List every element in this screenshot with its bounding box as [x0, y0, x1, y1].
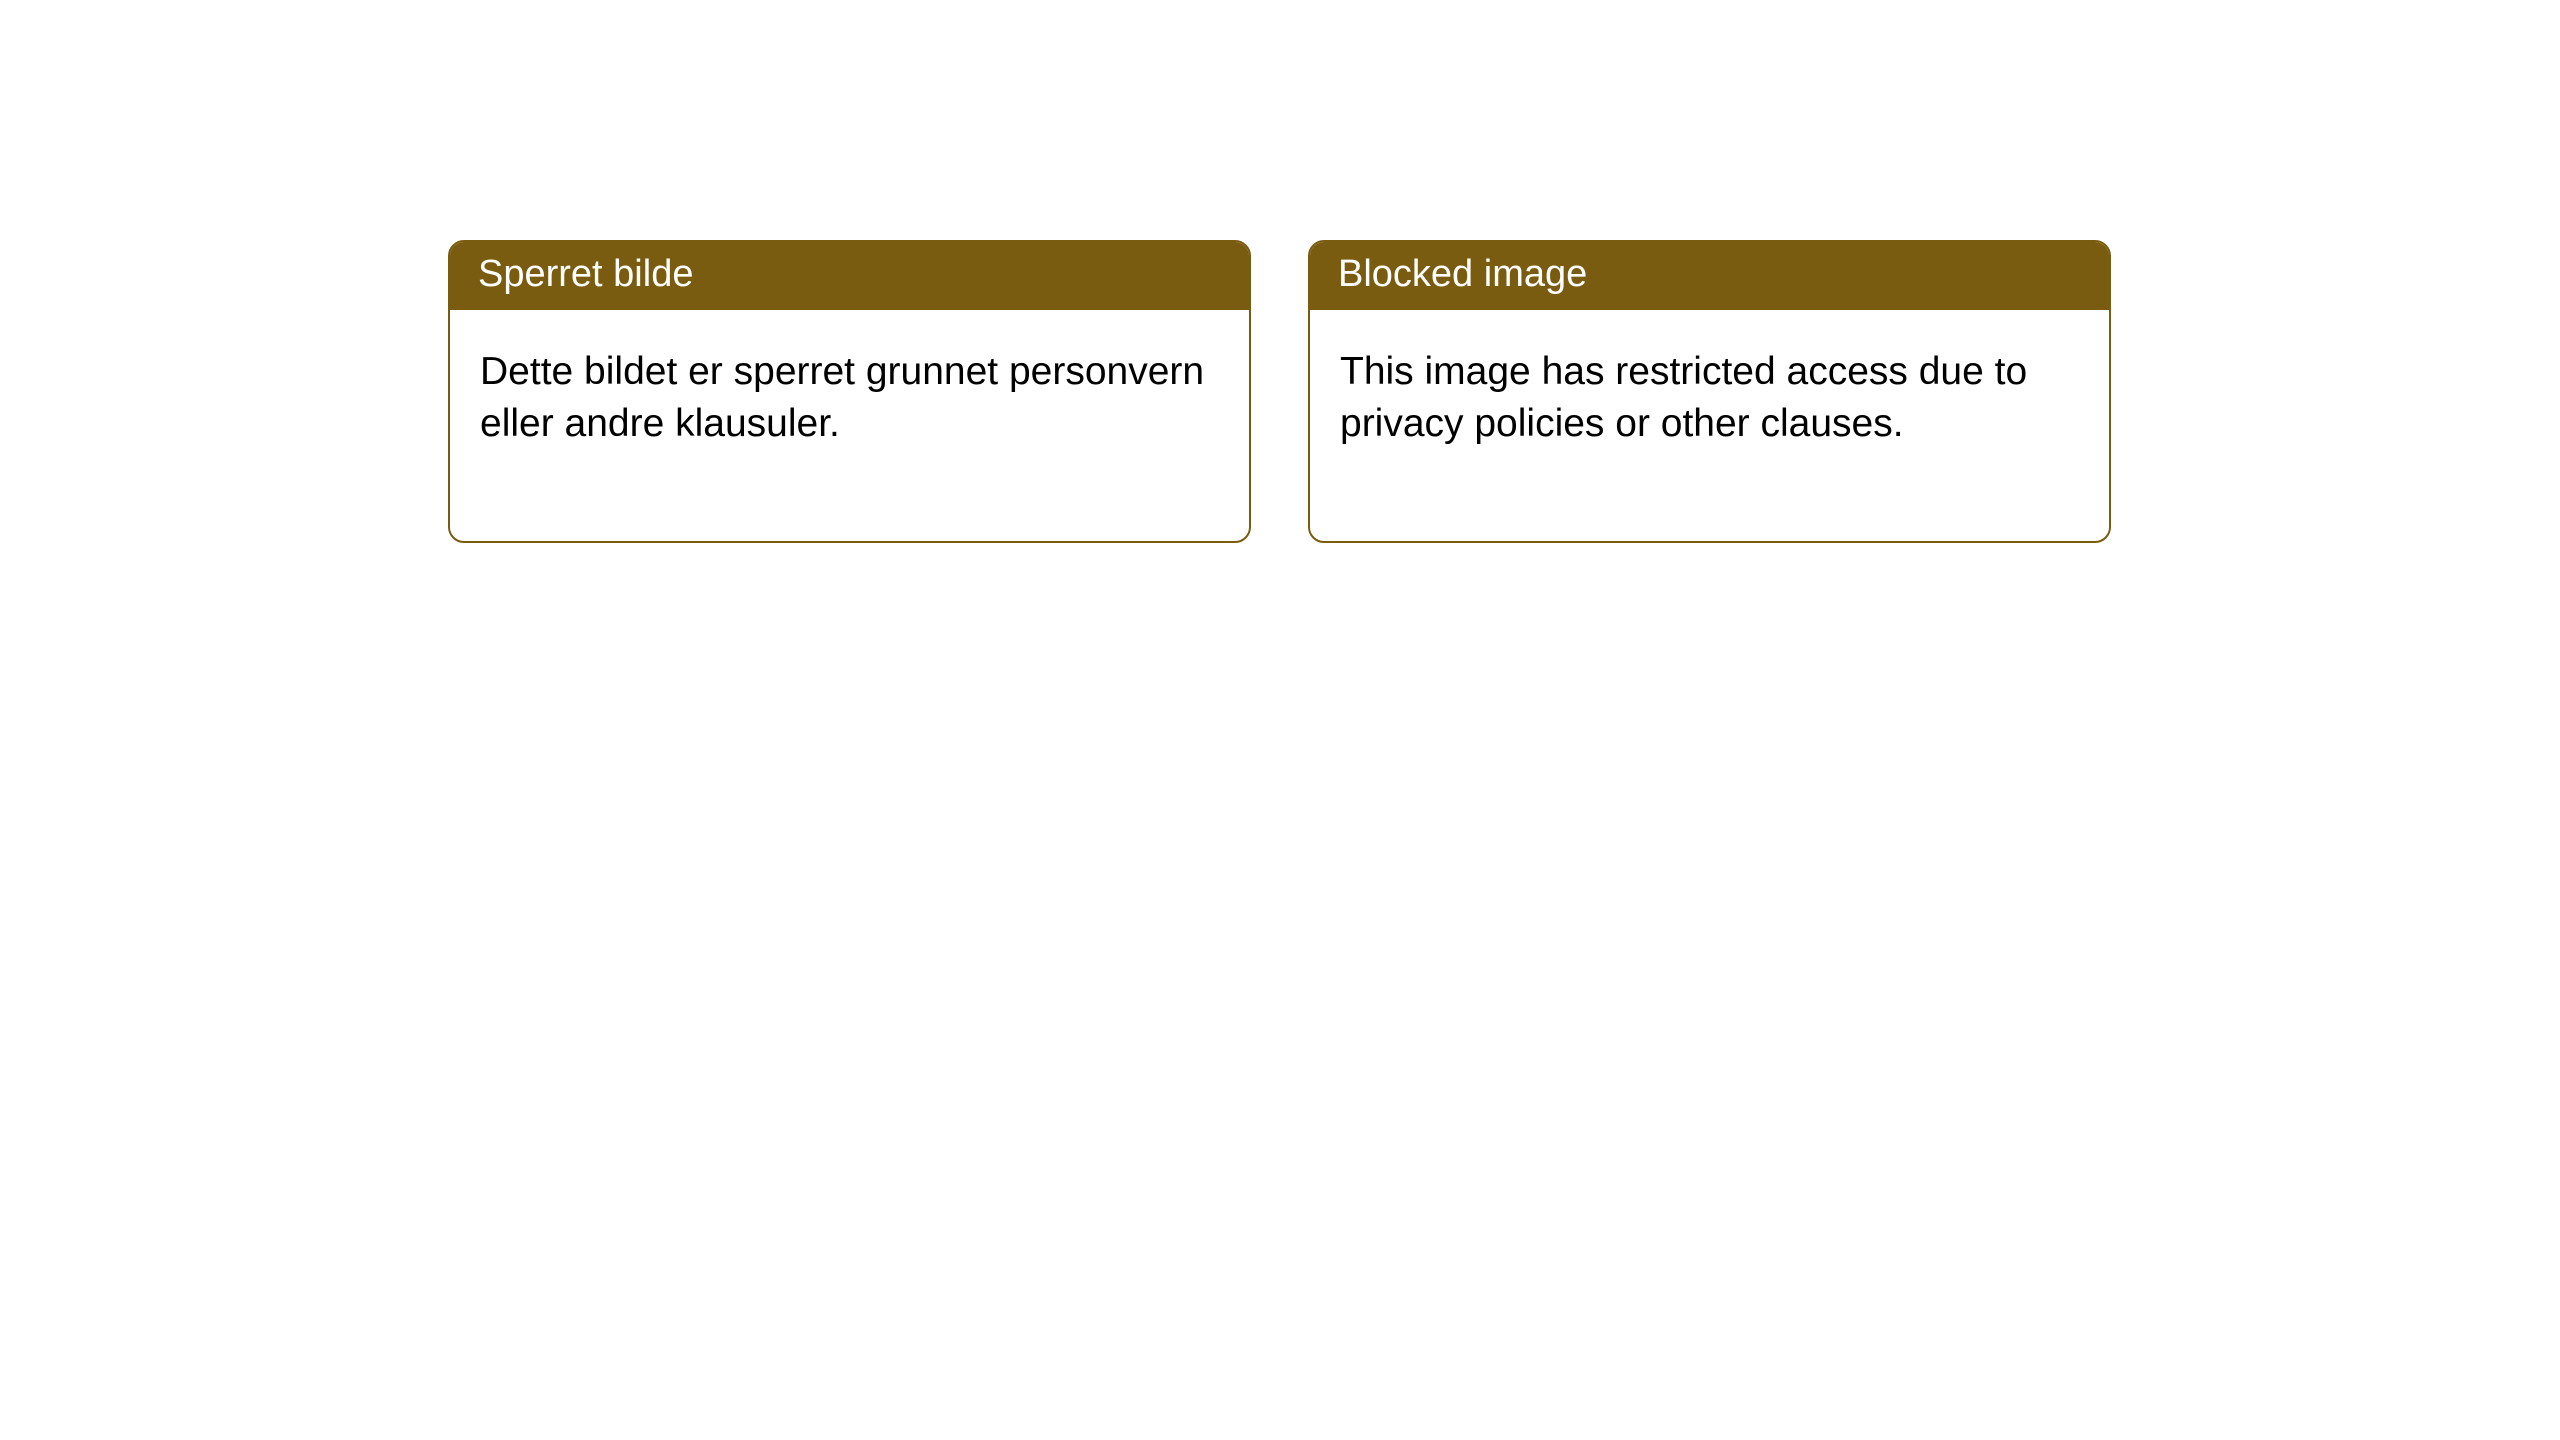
notice-header-norwegian: Sperret bilde [450, 242, 1249, 310]
notice-container: Sperret bilde Dette bildet er sperret gr… [0, 0, 2560, 543]
notice-header-english: Blocked image [1310, 242, 2109, 310]
notice-card-norwegian: Sperret bilde Dette bildet er sperret gr… [448, 240, 1251, 543]
notice-card-english: Blocked image This image has restricted … [1308, 240, 2111, 543]
notice-body-english: This image has restricted access due to … [1310, 310, 2109, 541]
notice-body-norwegian: Dette bildet er sperret grunnet personve… [450, 310, 1249, 541]
